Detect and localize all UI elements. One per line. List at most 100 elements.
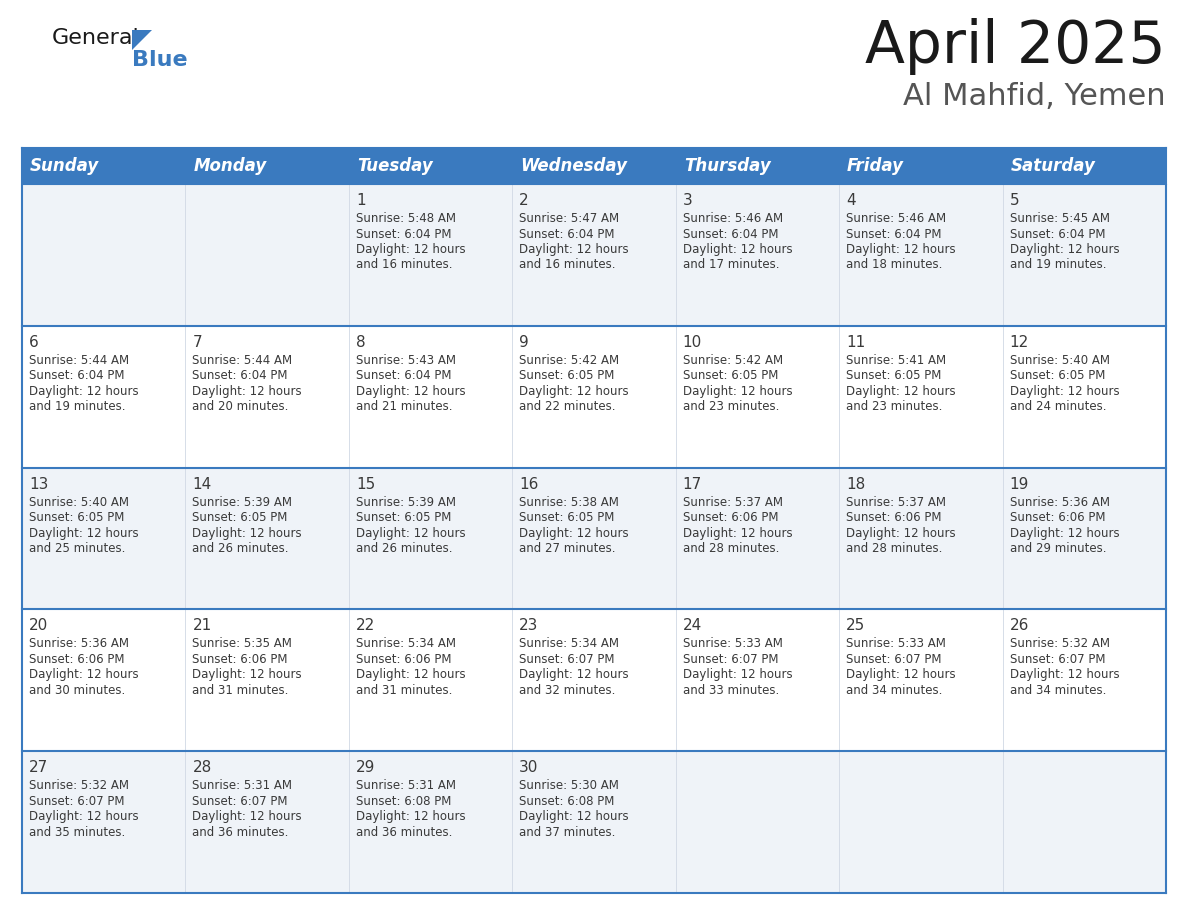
Text: Al Mahfid, Yemen: Al Mahfid, Yemen: [903, 82, 1165, 111]
Text: Sunset: 6:04 PM: Sunset: 6:04 PM: [846, 228, 942, 241]
Text: Sunrise: 5:46 AM: Sunrise: 5:46 AM: [846, 212, 947, 225]
Text: Sunset: 6:08 PM: Sunset: 6:08 PM: [356, 795, 451, 808]
Text: and 32 minutes.: and 32 minutes.: [519, 684, 615, 697]
Text: 18: 18: [846, 476, 865, 492]
Text: and 31 minutes.: and 31 minutes.: [192, 684, 289, 697]
Text: Daylight: 12 hours: Daylight: 12 hours: [683, 668, 792, 681]
Text: Daylight: 12 hours: Daylight: 12 hours: [356, 668, 466, 681]
Text: Sunset: 6:05 PM: Sunset: 6:05 PM: [192, 511, 287, 524]
Text: Sunrise: 5:37 AM: Sunrise: 5:37 AM: [846, 496, 946, 509]
Text: Sunrise: 5:38 AM: Sunrise: 5:38 AM: [519, 496, 619, 509]
Text: and 33 minutes.: and 33 minutes.: [683, 684, 779, 697]
Text: Sunrise: 5:44 AM: Sunrise: 5:44 AM: [192, 353, 292, 367]
Text: Daylight: 12 hours: Daylight: 12 hours: [519, 243, 628, 256]
Bar: [23, 184, 1165, 326]
Text: Sunset: 6:04 PM: Sunset: 6:04 PM: [29, 369, 125, 382]
Text: Sunrise: 5:32 AM: Sunrise: 5:32 AM: [29, 779, 129, 792]
Text: Sunset: 6:06 PM: Sunset: 6:06 PM: [683, 511, 778, 524]
Text: Daylight: 12 hours: Daylight: 12 hours: [846, 385, 956, 397]
Text: Sunrise: 5:40 AM: Sunrise: 5:40 AM: [1010, 353, 1110, 367]
Text: Sunrise: 5:40 AM: Sunrise: 5:40 AM: [29, 496, 129, 509]
Text: Sunset: 6:05 PM: Sunset: 6:05 PM: [29, 511, 125, 524]
Text: Tuesday: Tuesday: [356, 157, 432, 175]
Text: 25: 25: [846, 619, 865, 633]
Text: Sunrise: 5:41 AM: Sunrise: 5:41 AM: [846, 353, 947, 367]
Text: Daylight: 12 hours: Daylight: 12 hours: [192, 527, 302, 540]
Text: Daylight: 12 hours: Daylight: 12 hours: [846, 527, 956, 540]
Text: Sunrise: 5:35 AM: Sunrise: 5:35 AM: [192, 637, 292, 650]
Text: 5: 5: [1010, 193, 1019, 208]
Text: and 18 minutes.: and 18 minutes.: [846, 259, 942, 272]
Text: 24: 24: [683, 619, 702, 633]
Bar: [23, 326, 1165, 467]
Text: Sunrise: 5:37 AM: Sunrise: 5:37 AM: [683, 496, 783, 509]
Text: Sunset: 6:04 PM: Sunset: 6:04 PM: [519, 228, 614, 241]
Text: and 23 minutes.: and 23 minutes.: [683, 400, 779, 413]
Text: 28: 28: [192, 760, 211, 775]
Text: 17: 17: [683, 476, 702, 492]
Text: Sunset: 6:04 PM: Sunset: 6:04 PM: [356, 369, 451, 382]
Text: Sunday: Sunday: [30, 157, 100, 175]
Text: Sunset: 6:07 PM: Sunset: 6:07 PM: [1010, 653, 1105, 666]
Text: and 21 minutes.: and 21 minutes.: [356, 400, 453, 413]
Text: Sunrise: 5:34 AM: Sunrise: 5:34 AM: [356, 637, 456, 650]
Text: Sunset: 6:05 PM: Sunset: 6:05 PM: [846, 369, 942, 382]
Text: Sunset: 6:06 PM: Sunset: 6:06 PM: [192, 653, 287, 666]
Text: 19: 19: [1010, 476, 1029, 492]
Text: 16: 16: [519, 476, 538, 492]
Text: and 17 minutes.: and 17 minutes.: [683, 259, 779, 272]
Text: Sunrise: 5:43 AM: Sunrise: 5:43 AM: [356, 353, 456, 367]
Text: Sunset: 6:04 PM: Sunset: 6:04 PM: [356, 228, 451, 241]
Text: Sunrise: 5:39 AM: Sunrise: 5:39 AM: [356, 496, 456, 509]
Text: Daylight: 12 hours: Daylight: 12 hours: [519, 385, 628, 397]
Text: Daylight: 12 hours: Daylight: 12 hours: [519, 527, 628, 540]
Text: and 36 minutes.: and 36 minutes.: [356, 825, 453, 839]
Text: Sunset: 6:07 PM: Sunset: 6:07 PM: [192, 795, 287, 808]
Text: and 36 minutes.: and 36 minutes.: [192, 825, 289, 839]
Text: Sunset: 6:04 PM: Sunset: 6:04 PM: [1010, 228, 1105, 241]
Text: Sunrise: 5:30 AM: Sunrise: 5:30 AM: [519, 779, 619, 792]
Text: Sunrise: 5:32 AM: Sunrise: 5:32 AM: [1010, 637, 1110, 650]
Text: Blue: Blue: [132, 50, 188, 70]
Text: Sunrise: 5:36 AM: Sunrise: 5:36 AM: [29, 637, 129, 650]
Text: Daylight: 12 hours: Daylight: 12 hours: [519, 811, 628, 823]
Text: General: General: [52, 28, 140, 48]
Text: Sunrise: 5:33 AM: Sunrise: 5:33 AM: [683, 637, 783, 650]
Text: Sunset: 6:07 PM: Sunset: 6:07 PM: [29, 795, 125, 808]
Text: Sunrise: 5:36 AM: Sunrise: 5:36 AM: [1010, 496, 1110, 509]
Text: Monday: Monday: [194, 157, 266, 175]
Text: and 27 minutes.: and 27 minutes.: [519, 543, 615, 555]
Text: Sunset: 6:05 PM: Sunset: 6:05 PM: [519, 369, 614, 382]
Text: Friday: Friday: [847, 157, 904, 175]
Text: Sunrise: 5:44 AM: Sunrise: 5:44 AM: [29, 353, 129, 367]
Text: Sunset: 6:04 PM: Sunset: 6:04 PM: [192, 369, 287, 382]
Text: 9: 9: [519, 335, 529, 350]
Text: Daylight: 12 hours: Daylight: 12 hours: [29, 385, 139, 397]
Text: Daylight: 12 hours: Daylight: 12 hours: [356, 385, 466, 397]
Text: 20: 20: [29, 619, 49, 633]
Text: and 26 minutes.: and 26 minutes.: [356, 543, 453, 555]
Text: Daylight: 12 hours: Daylight: 12 hours: [846, 668, 956, 681]
Bar: [23, 148, 1165, 184]
Text: Daylight: 12 hours: Daylight: 12 hours: [683, 527, 792, 540]
Text: Daylight: 12 hours: Daylight: 12 hours: [29, 811, 139, 823]
Text: and 26 minutes.: and 26 minutes.: [192, 543, 289, 555]
Text: Daylight: 12 hours: Daylight: 12 hours: [192, 668, 302, 681]
Text: 1: 1: [356, 193, 366, 208]
Bar: [23, 751, 1165, 893]
Text: Daylight: 12 hours: Daylight: 12 hours: [1010, 385, 1119, 397]
Text: Thursday: Thursday: [684, 157, 771, 175]
Text: and 30 minutes.: and 30 minutes.: [29, 684, 125, 697]
Text: Daylight: 12 hours: Daylight: 12 hours: [192, 385, 302, 397]
Bar: [23, 467, 1165, 610]
Text: 21: 21: [192, 619, 211, 633]
Text: Sunset: 6:07 PM: Sunset: 6:07 PM: [846, 653, 942, 666]
Text: Sunset: 6:05 PM: Sunset: 6:05 PM: [519, 511, 614, 524]
Text: and 16 minutes.: and 16 minutes.: [356, 259, 453, 272]
Text: 6: 6: [29, 335, 39, 350]
Text: Daylight: 12 hours: Daylight: 12 hours: [1010, 527, 1119, 540]
Text: 2: 2: [519, 193, 529, 208]
Text: and 34 minutes.: and 34 minutes.: [1010, 684, 1106, 697]
Text: and 24 minutes.: and 24 minutes.: [1010, 400, 1106, 413]
Text: Sunset: 6:07 PM: Sunset: 6:07 PM: [683, 653, 778, 666]
